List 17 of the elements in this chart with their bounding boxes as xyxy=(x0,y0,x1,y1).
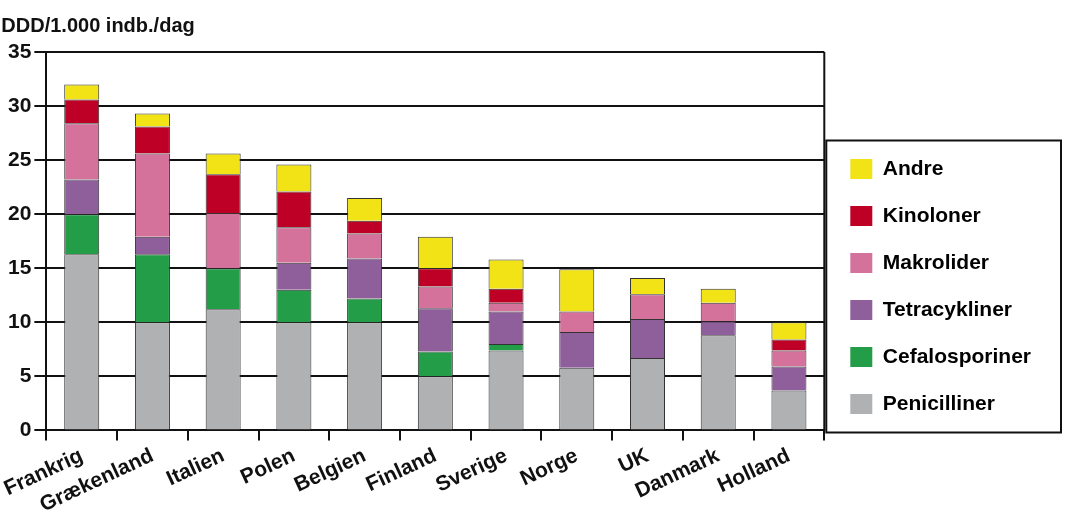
y-tick-label: 10 xyxy=(8,309,32,333)
y-tick-label: 0 xyxy=(19,417,32,441)
y-tick-label: 20 xyxy=(8,200,32,224)
legend-label: Tetracykliner xyxy=(882,296,1012,320)
legend-label: Cefalosporiner xyxy=(882,343,1031,367)
y-tick-label: 25 xyxy=(8,146,32,170)
x-tick-label: Italien xyxy=(162,442,228,490)
y-tick-label: 35 xyxy=(8,38,32,62)
y-tick-label: 15 xyxy=(8,255,32,279)
legend-label: Makrolider xyxy=(882,249,989,273)
legend-label: Andre xyxy=(882,155,944,179)
x-tick-label: Norge xyxy=(516,442,581,490)
y-tick-label: 30 xyxy=(8,92,32,116)
legend-label: Penicilliner xyxy=(882,390,995,414)
legend-label: Kinoloner xyxy=(882,202,981,226)
y-tick-label: 5 xyxy=(19,363,32,387)
y-axis-title: DDD/1.000 indb./dag xyxy=(1,13,195,36)
